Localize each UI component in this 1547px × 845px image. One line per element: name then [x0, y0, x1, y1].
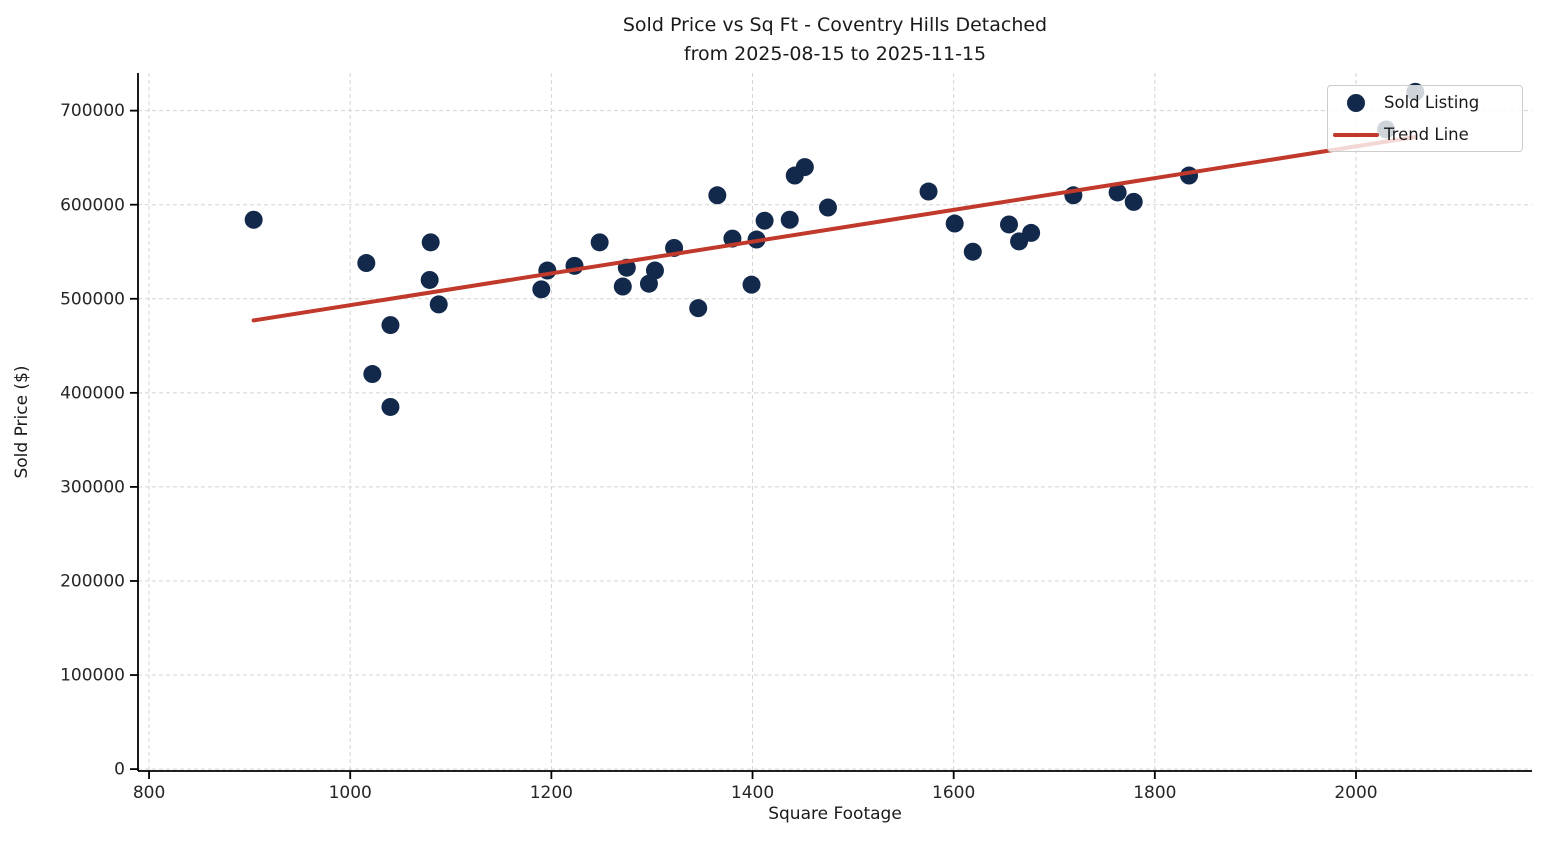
legend-item-trend-line: Trend Line [1328, 119, 1522, 150]
sold-listing-point [429, 295, 448, 314]
x-tick-label: 1800 [1133, 783, 1176, 803]
y-tick-label: 700000 [60, 101, 125, 121]
sold-listing-point [1108, 183, 1127, 202]
sold-listing-point [708, 186, 727, 205]
x-tick-label: 800 [133, 783, 165, 803]
legend: Sold Listing Trend Line [1327, 85, 1523, 152]
x-axis-label: Square Footage [768, 804, 902, 824]
sold-listing-point [1124, 192, 1143, 211]
x-tick-label: 1400 [731, 783, 774, 803]
y-tick-label: 200000 [60, 572, 125, 592]
sold-listing-point [780, 210, 799, 229]
trend-line-marker-zone [1328, 132, 1384, 137]
sold-listing-marker-zone [1328, 93, 1384, 112]
sold-listing-point [421, 233, 440, 252]
y-axis-label: Sold Price ($) [12, 365, 32, 479]
y-tick-label: 400000 [60, 383, 125, 403]
sold-listing-point [532, 280, 551, 299]
chart-title: Sold Price vs Sq Ft - Coventry Hills Det… [138, 11, 1532, 69]
sold-listing-point [818, 198, 837, 217]
x-tick-label: 2000 [1334, 783, 1377, 803]
sold-listing-point [381, 316, 400, 335]
sold-listing-point [613, 277, 632, 296]
y-tick-label: 100000 [60, 666, 125, 686]
sold-listing-point [945, 214, 964, 233]
y-tick-label: 600000 [60, 195, 125, 215]
sold-listing-point [963, 242, 982, 261]
trend-line-marker-icon [1333, 132, 1379, 137]
sold-listing-point [363, 365, 382, 384]
sold-listing-dot-icon [1347, 93, 1365, 112]
sold-listing-point [999, 215, 1018, 234]
sold-listing-point [420, 270, 439, 289]
y-tick-label: 0 [114, 760, 125, 780]
chart-title-line2: from 2025-08-15 to 2025-11-15 [683, 43, 987, 65]
y-tick-label: 300000 [60, 478, 125, 498]
sold-listing-point [742, 275, 761, 294]
x-tick-label: 1600 [932, 783, 975, 803]
y-tick-label: 500000 [60, 289, 125, 309]
sold-listing-point [689, 299, 708, 318]
sold-listing-point [919, 182, 938, 201]
chart-title-line1: Sold Price vs Sq Ft - Coventry Hills Det… [622, 14, 1048, 36]
sold-listing-point [795, 158, 814, 177]
legend-label-sold-listing: Sold Listing [1384, 93, 1480, 112]
sold-listing-point [244, 210, 263, 229]
x-tick-label: 1000 [329, 783, 372, 803]
x-tick-label: 1200 [530, 783, 573, 803]
sold-listing-point [590, 233, 609, 252]
sold-listing-point [755, 211, 774, 230]
trend-line [251, 134, 1418, 323]
sold-listing-point [1022, 223, 1041, 242]
sold-listing-point [381, 397, 400, 416]
sold-listing-point [357, 254, 376, 273]
legend-item-sold-listing: Sold Listing [1328, 87, 1522, 118]
sold-listing-point [639, 274, 658, 293]
legend-label-trend-line: Trend Line [1384, 125, 1469, 144]
